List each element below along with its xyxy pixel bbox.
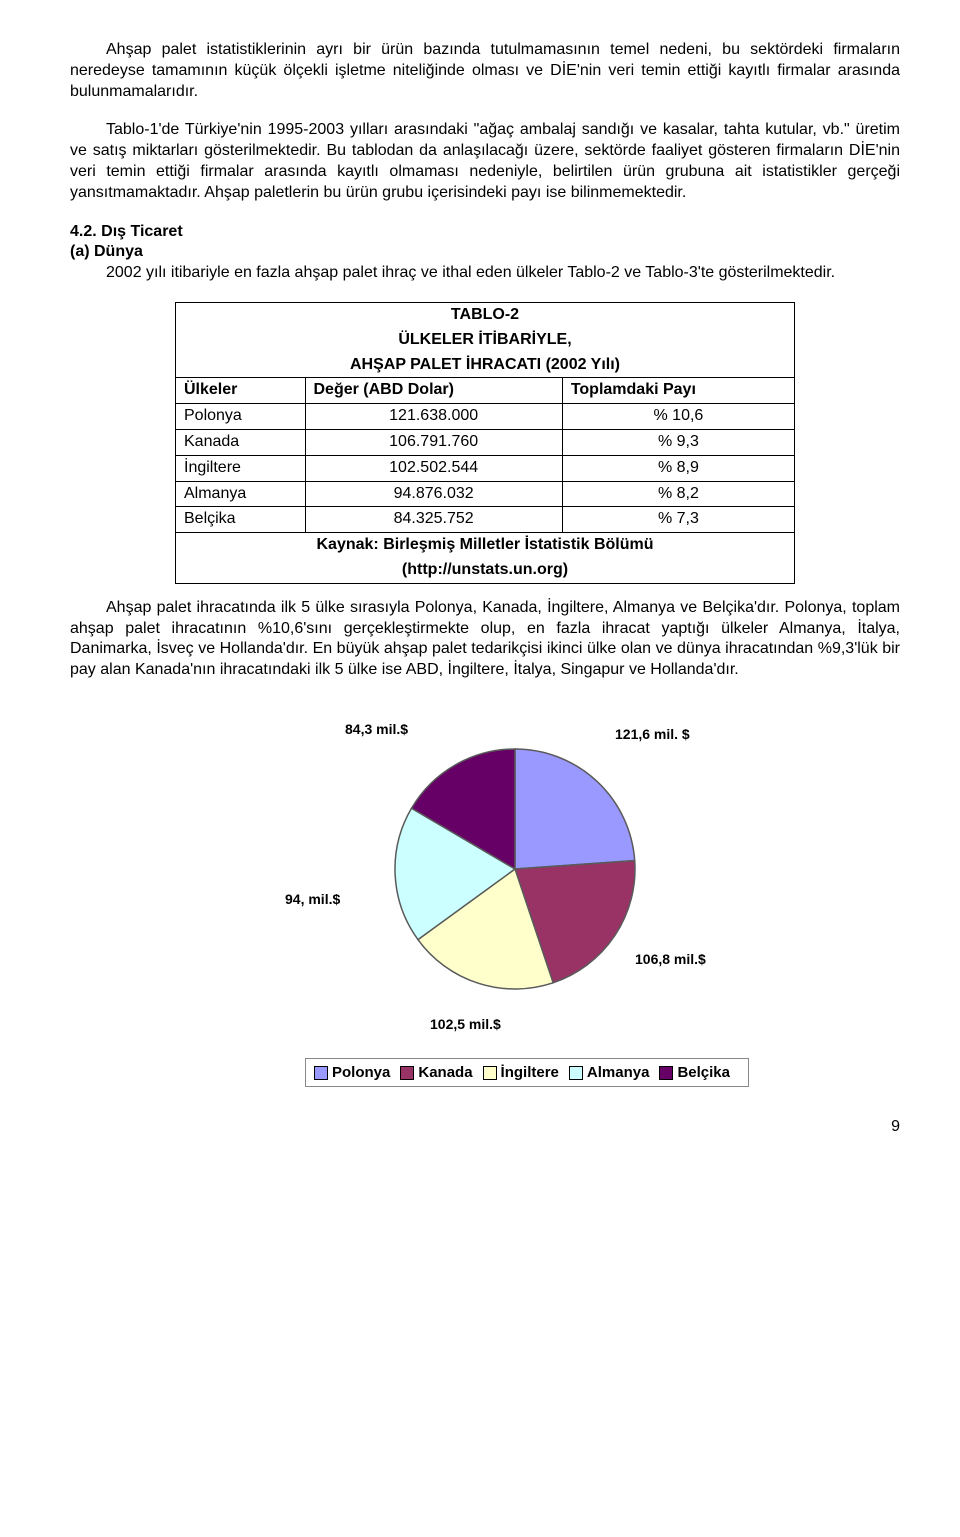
table-row: Polonya 121.638.000 % 10,6 — [176, 404, 795, 430]
table-row: Almanya 94.876.032 % 8,2 — [176, 481, 795, 507]
table-2-title-1: TABLO-2 — [176, 302, 795, 327]
paragraph-intro-2: Tablo-1'de Türkiye'nin 1995-2003 yılları… — [70, 120, 900, 203]
legend-swatch — [314, 1066, 328, 1080]
legend-swatch — [400, 1066, 414, 1080]
legend-swatch — [659, 1066, 673, 1080]
legend-item-kanada: Kanada — [400, 1063, 472, 1083]
pie-chart-exports: 121,6 mil. $ 106,8 mil.$ 102,5 mil.$ 94, mi… — [215, 699, 755, 1087]
pie-label-belçika: 84,3 mil.$ — [345, 721, 408, 737]
cell-value: 106.791.760 — [305, 429, 562, 455]
cell-country: Belçika — [176, 507, 306, 533]
pie-slice-polonya — [515, 749, 635, 869]
table-2-col-deger: Değer (ABD Dolar) — [305, 378, 562, 404]
table-row: Belçika 84.325.752 % 7,3 — [176, 507, 795, 533]
legend-item-almanya: Almanya — [569, 1063, 650, 1083]
legend-label: İngiltere — [501, 1064, 559, 1081]
cell-value: 84.325.752 — [305, 507, 562, 533]
legend-item-belçika: Belçika — [659, 1063, 730, 1083]
legend-label: Almanya — [587, 1064, 650, 1081]
legend-label: Belçika — [677, 1064, 730, 1081]
table-2-col-ulkeler: Ülkeler — [176, 378, 306, 404]
table-2-header-row: Ülkeler Değer (ABD Dolar) Toplamdaki Pay… — [176, 378, 795, 404]
table-row: İngiltere 102.502.544 % 8,9 — [176, 455, 795, 481]
para2-text: Tablo-1'de Türkiye'nin 1995-2003 yılları… — [70, 121, 900, 200]
table-2-title-3: AHŞAP PALET İHRACATI (2002 Yılı) — [176, 353, 795, 378]
pie-chart-legend: Polonya Kanada İngiltere Almanya Belçika — [305, 1058, 749, 1088]
pie-chart-svg: 121,6 mil. $ 106,8 mil.$ 102,5 mil.$ 94, mi… — [215, 699, 755, 1039]
cell-country: İngiltere — [176, 455, 306, 481]
table-2-source-1: Kaynak: Birleşmiş Milletler İstatistik B… — [176, 533, 795, 558]
paragraph-export-summary: Ahşap palet ihracatında ilk 5 ülke sıras… — [70, 598, 900, 681]
para3-text: Ahşap palet ihracatında ilk 5 ülke sıras… — [70, 599, 900, 678]
cell-share: % 8,9 — [562, 455, 794, 481]
cell-value: 94.876.032 — [305, 481, 562, 507]
table-2-col-payi: Toplamdaki Payı — [562, 378, 794, 404]
cell-value: 102.502.544 — [305, 455, 562, 481]
legend-item-polonya: Polonya — [314, 1063, 390, 1083]
table-row: Kanada 106.791.760 % 9,3 — [176, 429, 795, 455]
cell-share: % 9,3 — [562, 429, 794, 455]
para1-text: Ahşap palet istatistiklerinin ayrı bir ü… — [70, 41, 900, 100]
cell-country: Kanada — [176, 429, 306, 455]
table-2-title-2: ÜLKELER İTİBARİYLE, — [176, 328, 795, 353]
cell-country: Almanya — [176, 481, 306, 507]
cell-country: Polonya — [176, 404, 306, 430]
cell-share: % 7,3 — [562, 507, 794, 533]
section-4-2-a-text: 2002 yılı itibariyle en fazla ahşap pale… — [70, 263, 900, 284]
table-2: TABLO-2 ÜLKELER İTİBARİYLE, AHŞAP PALET … — [175, 302, 795, 584]
legend-label: Kanada — [418, 1064, 472, 1081]
legend-swatch — [483, 1066, 497, 1080]
page-number: 9 — [70, 1117, 900, 1138]
section-4-2-a-label: (a) Dünya — [70, 242, 900, 263]
section-4-2-heading: 4.2. Dış Ticaret — [70, 222, 900, 243]
pie-label-kanada: 106,8 mil.$ — [635, 951, 706, 967]
cell-value: 121.638.000 — [305, 404, 562, 430]
pie-label-i̇ngiltere: 102,5 mil.$ — [430, 1016, 501, 1032]
legend-item-i̇ngiltere: İngiltere — [483, 1063, 559, 1083]
pie-label-almanya: 94, mil.$ — [285, 891, 340, 907]
paragraph-intro-1: Ahşap palet istatistiklerinin ayrı bir ü… — [70, 40, 900, 102]
legend-swatch — [569, 1066, 583, 1080]
cell-share: % 8,2 — [562, 481, 794, 507]
table-2-source-2: (http://unstats.un.org) — [176, 558, 795, 583]
legend-label: Polonya — [332, 1064, 390, 1081]
pie-label-polonya: 121,6 mil. $ — [615, 726, 690, 742]
cell-share: % 10,6 — [562, 404, 794, 430]
